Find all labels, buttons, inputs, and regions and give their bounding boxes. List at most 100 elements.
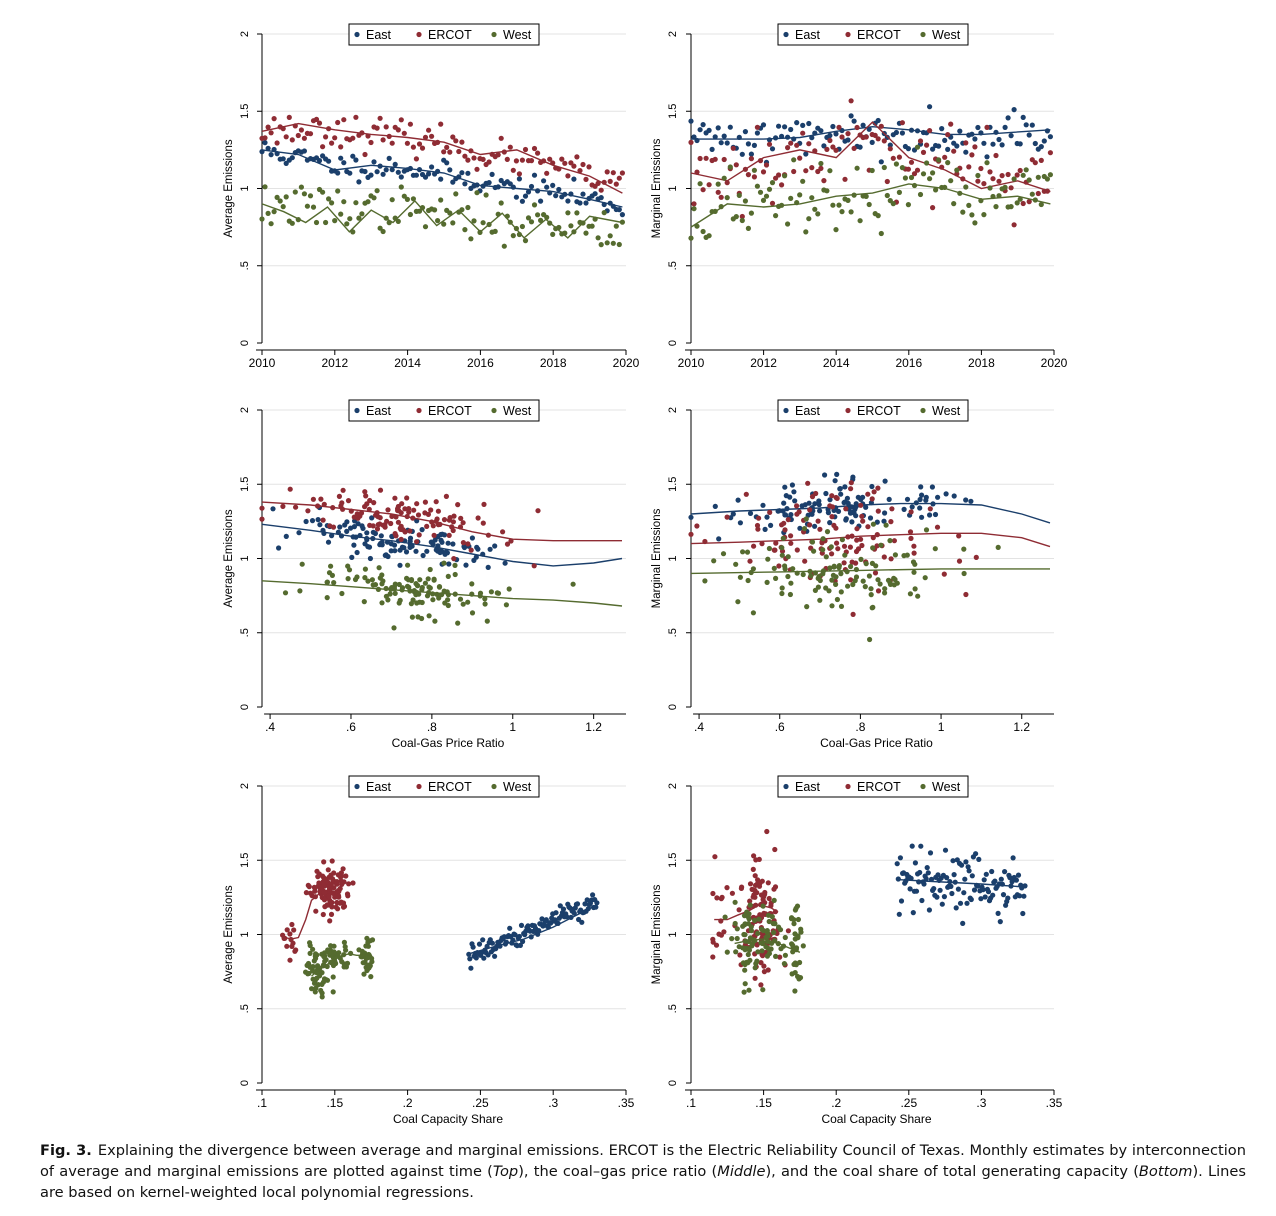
data-point — [610, 170, 616, 176]
data-point — [742, 981, 748, 987]
data-point — [769, 180, 776, 186]
data-point — [271, 116, 277, 122]
data-point — [1047, 172, 1053, 178]
data-point — [733, 162, 739, 168]
data-point — [776, 924, 782, 930]
data-point — [280, 156, 286, 162]
data-point — [965, 864, 971, 870]
data-point — [911, 171, 918, 177]
data-point — [462, 227, 468, 233]
data-point — [716, 536, 722, 542]
data-point — [748, 928, 755, 934]
data-point — [836, 565, 842, 571]
data-point — [1044, 176, 1050, 182]
data-point — [830, 144, 836, 150]
data-point — [941, 894, 948, 900]
data-point — [507, 144, 513, 150]
data-point — [389, 513, 395, 520]
data-point — [280, 204, 286, 210]
data-point — [848, 480, 854, 486]
data-point — [326, 874, 332, 881]
data-point — [538, 198, 544, 204]
data-point — [488, 589, 494, 595]
data-point — [319, 994, 325, 1000]
data-point — [391, 625, 397, 631]
data-point — [963, 591, 969, 598]
data-point — [283, 194, 289, 200]
data-point — [355, 521, 361, 527]
data-point — [918, 484, 924, 490]
data-point — [824, 188, 830, 194]
data-point — [371, 159, 377, 165]
data-point — [422, 580, 428, 586]
data-point — [773, 213, 779, 219]
data-point — [757, 912, 763, 918]
data-point — [737, 952, 743, 958]
y-tick-label: .5 — [239, 261, 251, 270]
data-point — [779, 585, 785, 591]
data-point — [422, 224, 429, 230]
data-point — [788, 140, 794, 146]
data-point — [790, 566, 796, 572]
data-point — [495, 152, 501, 158]
data-point — [368, 139, 374, 146]
data-point — [718, 140, 724, 146]
data-point — [466, 951, 472, 957]
series-west — [261, 560, 623, 631]
data-point — [850, 581, 856, 588]
data-point — [838, 491, 844, 497]
data-point — [316, 871, 322, 877]
data-point — [430, 597, 436, 603]
data-point — [996, 178, 1002, 184]
data-point — [815, 211, 821, 217]
data-point — [910, 559, 917, 565]
data-point — [1014, 172, 1020, 178]
x-tick-label: .3 — [548, 1096, 558, 1110]
y-axis-label: Marginal Emissions — [651, 884, 663, 984]
data-point — [721, 156, 727, 163]
data-point — [812, 587, 819, 594]
data-point — [366, 962, 372, 969]
y-tick-label: .5 — [667, 628, 679, 637]
data-point — [1023, 122, 1029, 128]
data-point — [562, 160, 568, 166]
fit-line-west — [690, 183, 1051, 228]
data-point — [498, 135, 504, 141]
data-point — [995, 910, 1001, 917]
data-point — [812, 523, 818, 529]
data-point — [743, 491, 749, 497]
data-point — [436, 584, 443, 590]
data-point — [262, 135, 268, 141]
data-point — [795, 973, 801, 980]
data-point — [934, 894, 940, 900]
series-ercot — [259, 486, 622, 569]
data-point — [888, 519, 894, 525]
y-tick-label: 1 — [667, 931, 679, 937]
data-point — [874, 519, 880, 525]
data-point — [422, 510, 428, 516]
data-point — [760, 896, 766, 903]
data-point — [768, 946, 774, 952]
data-point — [990, 141, 996, 147]
x-tick-label: 1 — [938, 720, 945, 734]
data-point — [335, 188, 341, 194]
data-point — [598, 195, 604, 201]
data-point — [494, 590, 500, 596]
data-point — [331, 580, 337, 586]
x-tick-label: .1 — [257, 1096, 267, 1110]
data-point — [803, 168, 809, 174]
data-point — [709, 146, 715, 152]
data-point — [758, 940, 764, 946]
data-point — [583, 200, 589, 206]
data-point — [513, 158, 520, 164]
data-point — [392, 495, 398, 501]
data-point — [845, 197, 851, 203]
data-point — [304, 203, 310, 209]
x-tick-label: 2010 — [678, 356, 705, 370]
data-point — [857, 218, 863, 224]
data-point — [748, 156, 755, 162]
data-point — [438, 121, 444, 127]
legend-label: ERCOT — [857, 28, 901, 42]
data-point — [619, 170, 626, 176]
data-point — [785, 134, 791, 140]
